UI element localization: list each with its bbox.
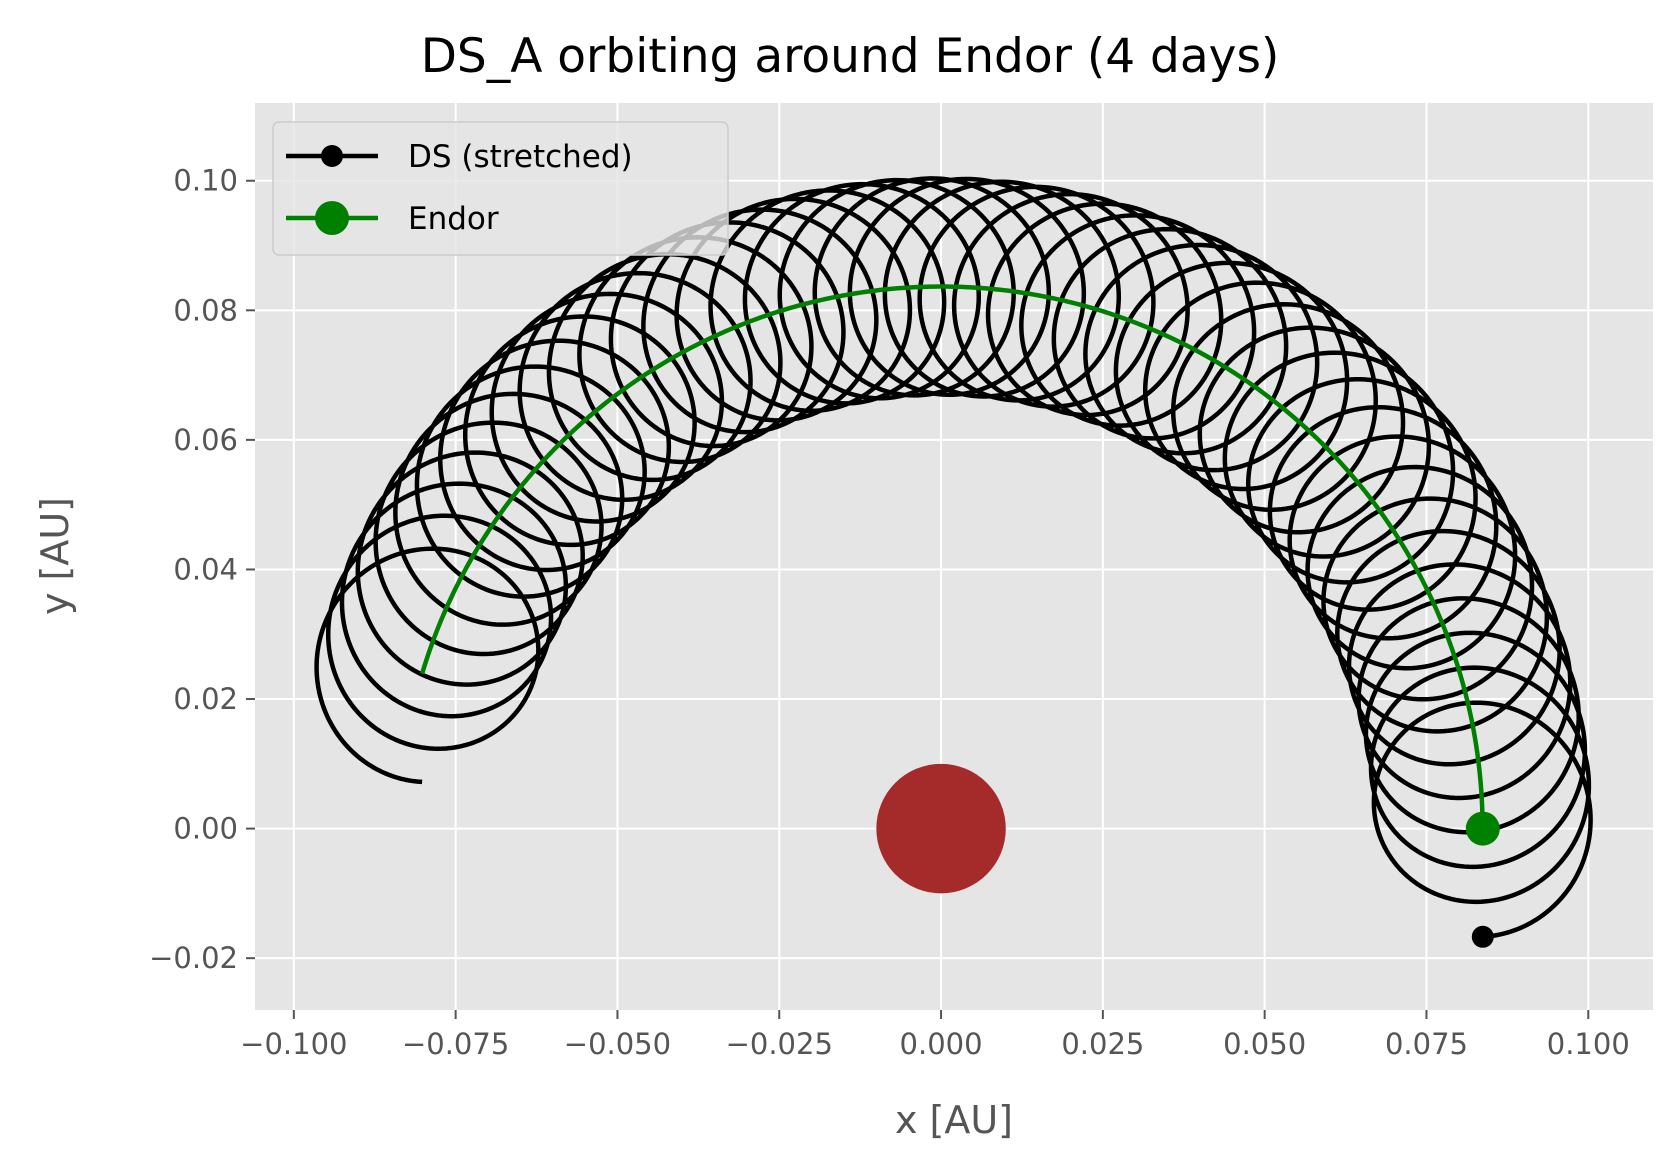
y-tick-label: 0.00 [173,812,238,846]
x-tick-label: −0.075 [402,1027,509,1061]
x-tick-label: −0.100 [240,1027,347,1061]
ds-end-marker [1471,925,1494,948]
y-tick-label: 0.02 [173,682,238,716]
endor-end-marker [1465,811,1500,846]
y-axis-ticks: −0.02 0.00 0.02 0.04 0.06 0.08 0.10 [149,164,255,975]
y-tick-label: 0.04 [173,552,238,586]
x-tick-label: 0.050 [1223,1027,1306,1061]
legend: DS (stretched) Endor [272,121,729,256]
chart-title: DS_A orbiting around Endor (4 days) [421,29,1280,84]
y-tick-label: 0.08 [173,293,238,327]
star-marker [876,763,1006,894]
x-axis-ticks: −0.100 −0.075 −0.050 −0.025 0.000 0.025 0.050 0… [240,1010,1630,1061]
y-axis-label: y [AU] [33,497,77,615]
legend-box [272,121,729,256]
x-tick-label: −0.025 [726,1027,833,1061]
x-tick-label: 0.000 [900,1027,983,1061]
legend-marker-ds [321,145,343,167]
x-tick-label: 0.075 [1385,1027,1468,1061]
legend-label-ds: DS (stretched) [408,139,633,175]
x-tick-label: −0.050 [564,1027,671,1061]
series-line-endor [419,284,1485,829]
y-tick-label: −0.02 [149,941,238,975]
legend-marker-endor [315,201,349,235]
x-tick-label: 0.025 [1061,1027,1144,1061]
legend-label-endor: Endor [408,201,499,237]
x-axis-label: x [AU] [895,1098,1013,1142]
y-tick-label: 0.10 [173,164,238,198]
series-line-ds-stretched [314,176,1593,940]
y-tick-label: 0.06 [173,423,238,457]
x-tick-label: 0.100 [1547,1027,1630,1061]
